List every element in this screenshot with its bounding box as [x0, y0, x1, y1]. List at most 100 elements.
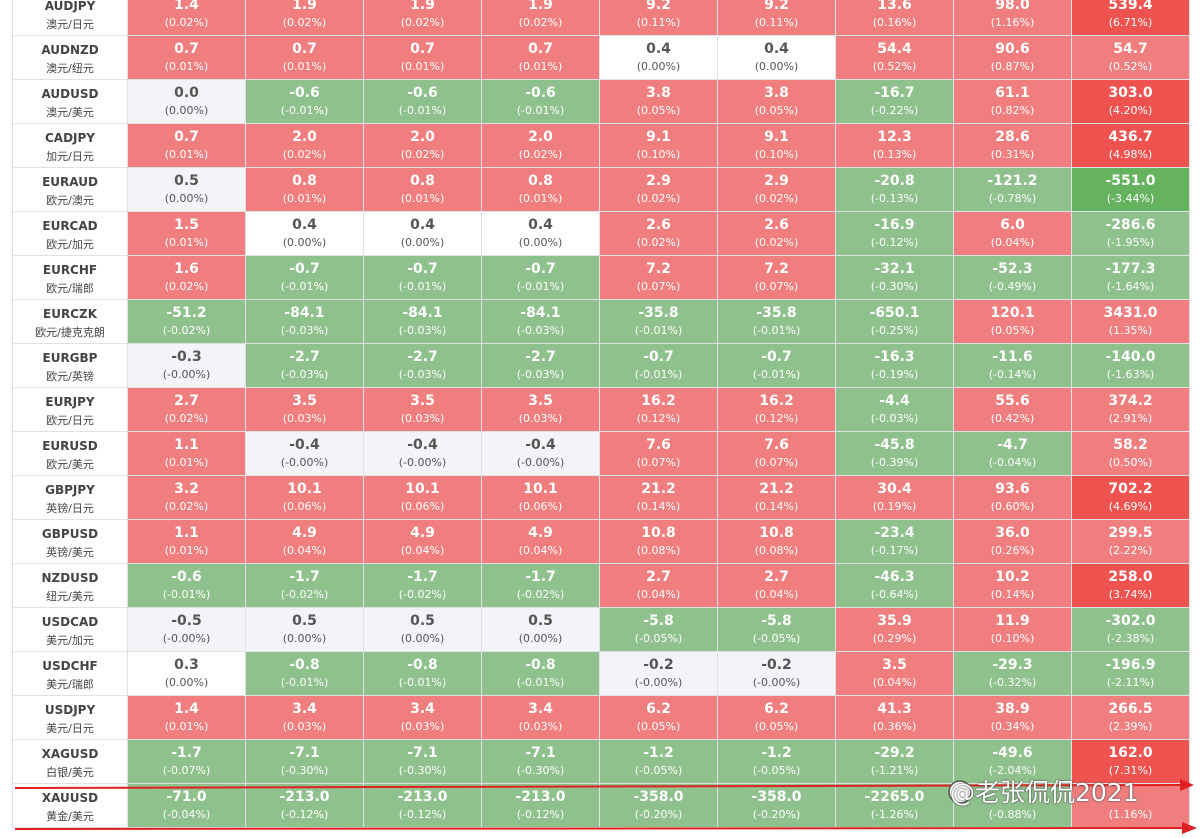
change-value: -1.2 [643, 745, 674, 761]
value-cell: 1.4 (0.02%) [128, 0, 246, 36]
pair-cell: NZDUSD 纽元/美元 [12, 564, 128, 608]
change-value: 7.6 [646, 437, 671, 453]
value-cell: 6.0 (0.04%) [954, 212, 1072, 256]
change-value: -358.0 [751, 789, 802, 805]
value-cell: -51.2 (-0.02%) [128, 300, 246, 344]
value-cell: 0.5 (0.00%) [482, 608, 600, 652]
change-value: -286.6 [1105, 217, 1156, 233]
change-percent: (-2.38%) [1106, 632, 1155, 645]
change-percent: (-0.01%) [280, 676, 329, 689]
pair-symbol: USDCAD [41, 615, 99, 629]
change-percent: (0.29%) [872, 632, 917, 645]
change-value: 54.4 [877, 41, 912, 57]
change-percent: (-0.39%) [870, 456, 919, 469]
change-percent: (0.03%) [400, 412, 445, 425]
change-value: -0.8 [289, 657, 320, 673]
change-percent: (0.02%) [164, 280, 209, 293]
value-cell: -196.9 (-2.11%) [1072, 652, 1190, 696]
change-percent: (0.05%) [990, 324, 1035, 337]
pair-symbol: AUDNZD [41, 43, 99, 57]
pair-symbol: EURJPY [45, 395, 95, 409]
change-value: 10.1 [523, 481, 558, 497]
pair-symbol: EURCAD [42, 219, 98, 233]
change-percent: (0.02%) [282, 148, 327, 161]
change-value: -52.3 [992, 261, 1033, 277]
change-value: 3.4 [292, 701, 317, 717]
change-value: 2.0 [528, 129, 553, 145]
change-value: 1.9 [292, 0, 317, 13]
change-percent: (0.16%) [872, 16, 917, 29]
value-cell: 3.8 (0.05%) [718, 80, 836, 124]
change-value: -196.9 [1105, 657, 1156, 673]
change-percent: (0.02%) [754, 236, 799, 249]
value-cell: 54.7 (0.52%) [1072, 36, 1190, 80]
pair-name: 美元/日元 [46, 722, 94, 735]
change-value: 55.6 [995, 393, 1030, 409]
change-percent: (-0.02%) [516, 588, 565, 601]
value-cell: -1.7 (-0.02%) [246, 564, 364, 608]
change-percent: (2.91%) [1108, 412, 1153, 425]
value-cell: -1.7 (-0.02%) [364, 564, 482, 608]
change-percent: (0.00%) [164, 192, 209, 205]
change-value: -0.6 [289, 85, 320, 101]
change-value: -0.6 [525, 85, 556, 101]
change-value: -0.3 [171, 349, 202, 365]
change-percent: (-0.02%) [280, 588, 329, 601]
change-value: -213.0 [279, 789, 330, 805]
change-percent: (-0.01%) [398, 104, 447, 117]
change-value: 9.1 [646, 129, 671, 145]
change-percent: (0.02%) [636, 192, 681, 205]
change-percent: (4.98%) [1108, 148, 1153, 161]
pair-symbol: EURGBP [42, 351, 98, 365]
change-percent: (-0.03%) [516, 368, 565, 381]
change-value: 0.7 [174, 41, 199, 57]
change-value: 2.6 [764, 217, 789, 233]
change-value: -4.4 [879, 393, 910, 409]
value-cell: 38.9 (0.34%) [954, 696, 1072, 740]
change-percent: (-0.03%) [280, 324, 329, 337]
change-value: 7.6 [764, 437, 789, 453]
change-value: -2.7 [289, 349, 320, 365]
value-cell: -0.3 (-0.00%) [128, 344, 246, 388]
change-percent: (0.60%) [990, 500, 1035, 513]
value-cell: 36.0 (0.26%) [954, 520, 1072, 564]
change-percent: (0.01%) [518, 60, 563, 73]
change-percent: (0.01%) [164, 60, 209, 73]
change-percent: (1.16%) [990, 16, 1035, 29]
pair-cell: EURCAD 欧元/加元 [12, 212, 128, 256]
value-cell: 3.5 (0.03%) [364, 388, 482, 432]
value-cell: -213.0 (-0.12%) [364, 784, 482, 828]
change-value: 539.4 [1108, 0, 1153, 13]
change-percent: (0.04%) [872, 676, 917, 689]
pair-name: 欧元/瑞郎 [46, 282, 94, 295]
value-cell: 0.5 (0.00%) [128, 168, 246, 212]
change-value: -7.1 [407, 745, 438, 761]
change-value: 98.0 [995, 0, 1030, 13]
value-cell: 0.7 (0.01%) [128, 36, 246, 80]
value-cell: 2.7 (0.04%) [718, 564, 836, 608]
value-cell: 1.9 (0.02%) [246, 0, 364, 36]
change-value: 4.9 [292, 525, 317, 541]
value-cell: -213.0 (-0.12%) [246, 784, 364, 828]
change-percent: (0.02%) [400, 16, 445, 29]
change-value: -1.7 [525, 569, 556, 585]
change-value: 38.9 [995, 701, 1030, 717]
value-cell: 3.4 (0.03%) [482, 696, 600, 740]
change-value: 2.6 [646, 217, 671, 233]
change-value: 3.5 [410, 393, 435, 409]
change-percent: (-1.64%) [1106, 280, 1155, 293]
change-value: 1.4 [174, 0, 199, 13]
change-percent: (-0.05%) [752, 764, 801, 777]
change-value: 6.0 [1000, 217, 1025, 233]
change-value: 3.4 [528, 701, 553, 717]
pair-name: 澳元/美元 [46, 106, 94, 119]
pair-symbol: GBPJPY [45, 483, 95, 497]
value-cell: -0.6 (-0.01%) [482, 80, 600, 124]
change-percent: (2.39%) [1108, 720, 1153, 733]
change-percent: (-0.01%) [516, 104, 565, 117]
pair-symbol: EURUSD [42, 439, 98, 453]
change-value: 0.7 [528, 41, 553, 57]
value-cell: -1.7 (-0.02%) [482, 564, 600, 608]
change-percent: (0.52%) [1108, 60, 1153, 73]
change-percent: (0.01%) [164, 720, 209, 733]
